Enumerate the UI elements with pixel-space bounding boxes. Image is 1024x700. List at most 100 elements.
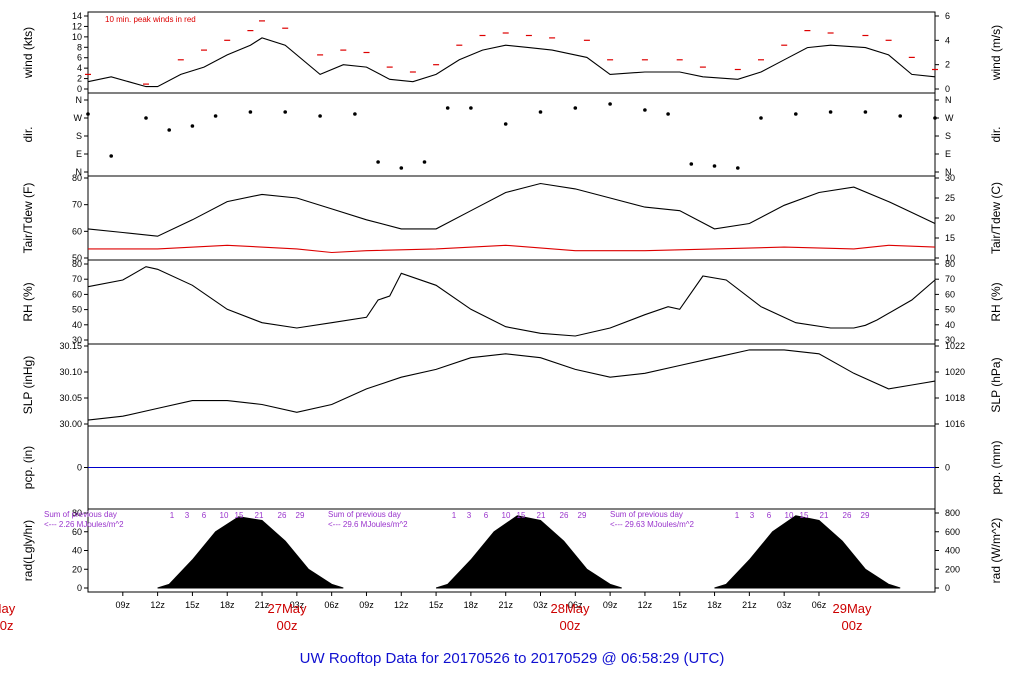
left-tick-label: 80 [72,259,82,269]
right-axis-label: rad (W/m^2) [989,518,1003,584]
right-tick-label: 600 [945,527,960,537]
left-tick-label: 60 [72,527,82,537]
rh-rh-line [87,266,936,337]
right-tick-label: 1018 [945,393,965,403]
x-tick-label: 06z [324,600,339,610]
right-tick-label: 4 [945,35,950,45]
solar-hour-mark: 10 [220,511,229,520]
right-tick-label: 1016 [945,419,965,429]
panel-frame [87,11,936,94]
direction-point [109,154,113,158]
panel-frame [87,259,936,345]
left-axis-label: wind (kts) [21,27,35,79]
solar-hour-mark: 6 [484,511,489,520]
direction-point [376,160,380,164]
x-tick-label: 06z [812,600,827,610]
right-tick-label: 50 [945,305,955,315]
direction-point [445,106,450,110]
right-tick-label: 400 [945,546,960,556]
wind-wind-line [87,37,936,88]
solar-hour-mark: 6 [767,511,772,520]
direction-point [828,110,833,114]
left-tick-label: 30.10 [59,367,82,377]
direction-point [608,102,612,106]
right-tick-label: E [945,149,951,159]
x-tick-label: 18z [220,600,235,610]
left-axis-label: rad(Lgly/hr) [21,520,35,581]
left-tick-label: 12 [72,21,82,31]
solar-hour-mark: 29 [861,511,870,520]
radiation-area [714,515,901,589]
x-tick-label: 15z [672,600,687,610]
left-tick-label: N [76,167,83,177]
left-tick-label: 2 [77,74,82,84]
direction-point [503,122,508,126]
right-tick-label: 40 [945,320,955,330]
left-axis-label: RH (%) [21,282,35,321]
x-tick-label: 18z [707,600,722,610]
left-tick-label: 14 [72,11,82,21]
direction-point [353,112,357,116]
solar-hour-mark: 10 [785,511,794,520]
left-tick-label: 30.15 [59,341,82,351]
right-tick-label: 20 [945,213,955,223]
right-tick-label: 0 [945,463,950,473]
left-tick-label: S [76,131,82,141]
right-tick-label: S [945,131,951,141]
left-tick-label: 40 [72,546,82,556]
left-axis-label: pcp. (in) [21,446,35,489]
direction-point [86,112,90,116]
footer-title: UW Rooftop Data for 20170526 to 20170529… [299,650,725,667]
x-tick-label: 15z [429,600,444,610]
x-tick-label: 21z [255,600,270,610]
left-axis-label: dir. [21,126,35,142]
panel-slp: 30.00 30.05 30.10 30.15 1016 1018 1020 1022 SLP … [21,341,1003,429]
radiation-sum-label: Sum of previous day [44,510,117,519]
x-tick-label: 03z [533,600,548,610]
left-tick-label: 60 [72,289,82,299]
right-tick-label: 200 [945,564,960,574]
day-label: 28May [550,601,590,616]
direction-point [318,114,322,118]
radiation-area [157,516,344,589]
solar-hour-mark: 1 [170,511,175,520]
direction-point [759,116,763,120]
x-tick-label: 18z [464,600,479,610]
solar-hour-mark: 21 [255,511,264,520]
right-tick-label: 10 [945,253,955,263]
direction-point [573,106,578,110]
day-time-label: 00z [842,618,863,633]
direction-point [689,162,694,166]
radiation-sum-value: <--- 29.6 MJoules/m^2 [328,520,408,529]
solar-hour-mark: 21 [537,511,546,520]
right-tick-label: N [945,95,952,105]
left-tick-label: 30.00 [59,419,82,429]
right-axis-label: dir. [989,126,1003,142]
slp-slp-line [87,349,936,421]
direction-point [666,112,670,116]
direction-point [399,166,404,170]
right-tick-label: W [945,113,954,123]
temp-tdew-line [88,244,936,254]
x-tick-label: 12z [638,600,653,610]
peak-winds-note: 10 min. peak winds in red [105,15,196,24]
direction-point [736,166,740,170]
radiation-sum-label: Sum of previous day [610,510,683,519]
left-tick-label: 0 [77,583,82,593]
radiation-area [435,515,622,589]
right-axis-label: Tair/Tdew (C) [989,182,1003,254]
direction-point [167,128,171,132]
x-tick-label: 03z [290,600,305,610]
day-time-label: 00z [277,618,298,633]
left-tick-label: 70 [72,274,82,284]
x-tick-label: 12z [394,600,409,610]
solar-hour-mark: 29 [578,511,587,520]
left-axis-label: Tair/Tdew (F) [21,183,35,254]
left-tick-label: 6 [77,53,82,63]
x-tick-label: 21z [498,600,513,610]
direction-point [190,124,195,128]
